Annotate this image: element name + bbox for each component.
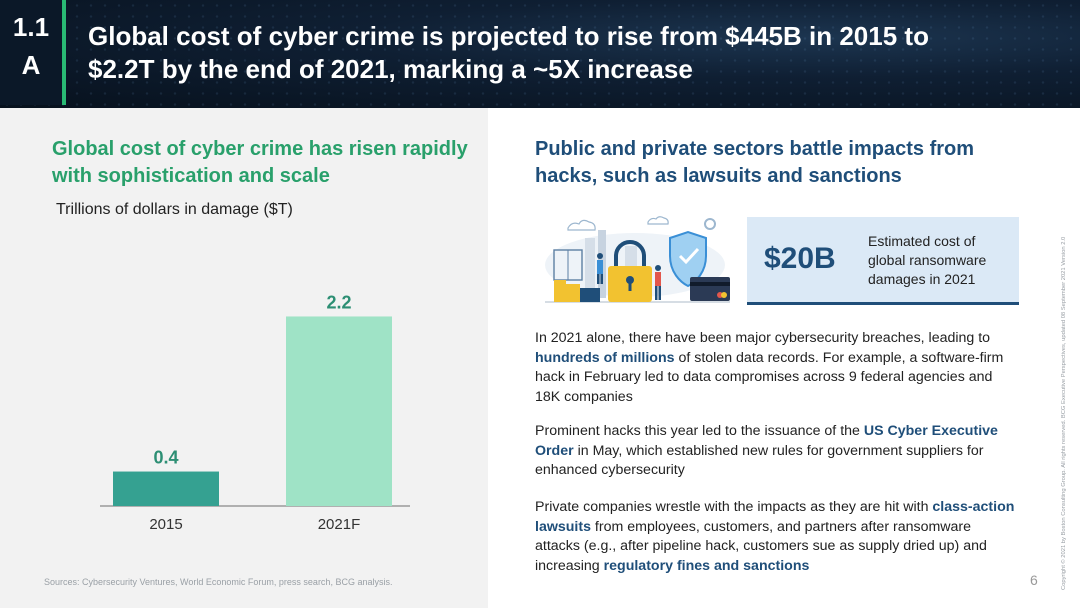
bar-2015: [113, 471, 219, 506]
x-tick-label-2015: 2015: [149, 516, 182, 533]
page-number: 6: [1030, 572, 1038, 588]
stat-value: $20B: [764, 242, 836, 275]
paragraph-executive-order: Prominent hacks this year led to the iss…: [535, 422, 1015, 481]
slide-title: Global cost of cyber crime is projected …: [88, 21, 929, 84]
left-heading: Global cost of cyber crime has risen rap…: [52, 138, 468, 187]
paragraph-breaches: In 2021 alone, there have been major cyb…: [535, 329, 1015, 407]
data-label-2015: 0.4: [153, 448, 178, 468]
paragraph-text: In 2021 alone, there have been major cyb…: [535, 330, 991, 346]
section-number: 1.1: [12, 12, 50, 42]
paragraph-lawsuits: Private companies wrestle with the impac…: [535, 498, 1015, 576]
right-panel: [488, 108, 1080, 608]
paragraph-text: Prominent hacks this year led to the iss…: [535, 423, 864, 439]
section-letter: A: [21, 50, 41, 80]
paragraph-text: from employees, customers, and partners …: [535, 518, 987, 574]
paragraph-text: of stolen data records. For example, a s…: [535, 349, 1004, 405]
copyright-note: Copyright © 2021 by Boston Consulting Gr…: [1061, 236, 1067, 590]
bar-2021F: [286, 316, 392, 506]
bar-chart: 0.4 2015 2.2 2021F: [100, 292, 410, 533]
data-label-2021F: 2.2: [326, 292, 351, 312]
paragraph-bold: class-action lawsuits: [535, 499, 1015, 535]
paragraph-bold: hundreds of millions: [535, 349, 675, 366]
header-banner: 1.1 A Global cost of cyber crime is proj…: [0, 0, 1080, 108]
stat-description: Estimated cost of global ransomware dama…: [868, 233, 987, 287]
cybersecurity-illustration-icon: [545, 216, 730, 303]
paragraph-text: Private companies wrestle with the impac…: [535, 499, 933, 515]
paragraph-bold: US Cyber Executive Order: [535, 423, 998, 459]
chart-unit-label: Trillions of dollars in damage ($T): [56, 201, 293, 218]
ransomware-stat-box: $20B Estimated cost of global ransomware…: [747, 217, 1019, 305]
section-badge: 1.1 A: [0, 0, 66, 105]
right-heading: Public and private sectors battle impact…: [535, 138, 975, 187]
source-note: Sources: Cybersecurity Ventures, World E…: [44, 577, 393, 587]
left-panel: [0, 108, 488, 608]
paragraph-bold: regulatory fines and sanctions: [603, 557, 810, 574]
paragraph-text: in May, which established new rules for …: [535, 442, 984, 479]
x-tick-label-2021F: 2021F: [318, 516, 361, 533]
